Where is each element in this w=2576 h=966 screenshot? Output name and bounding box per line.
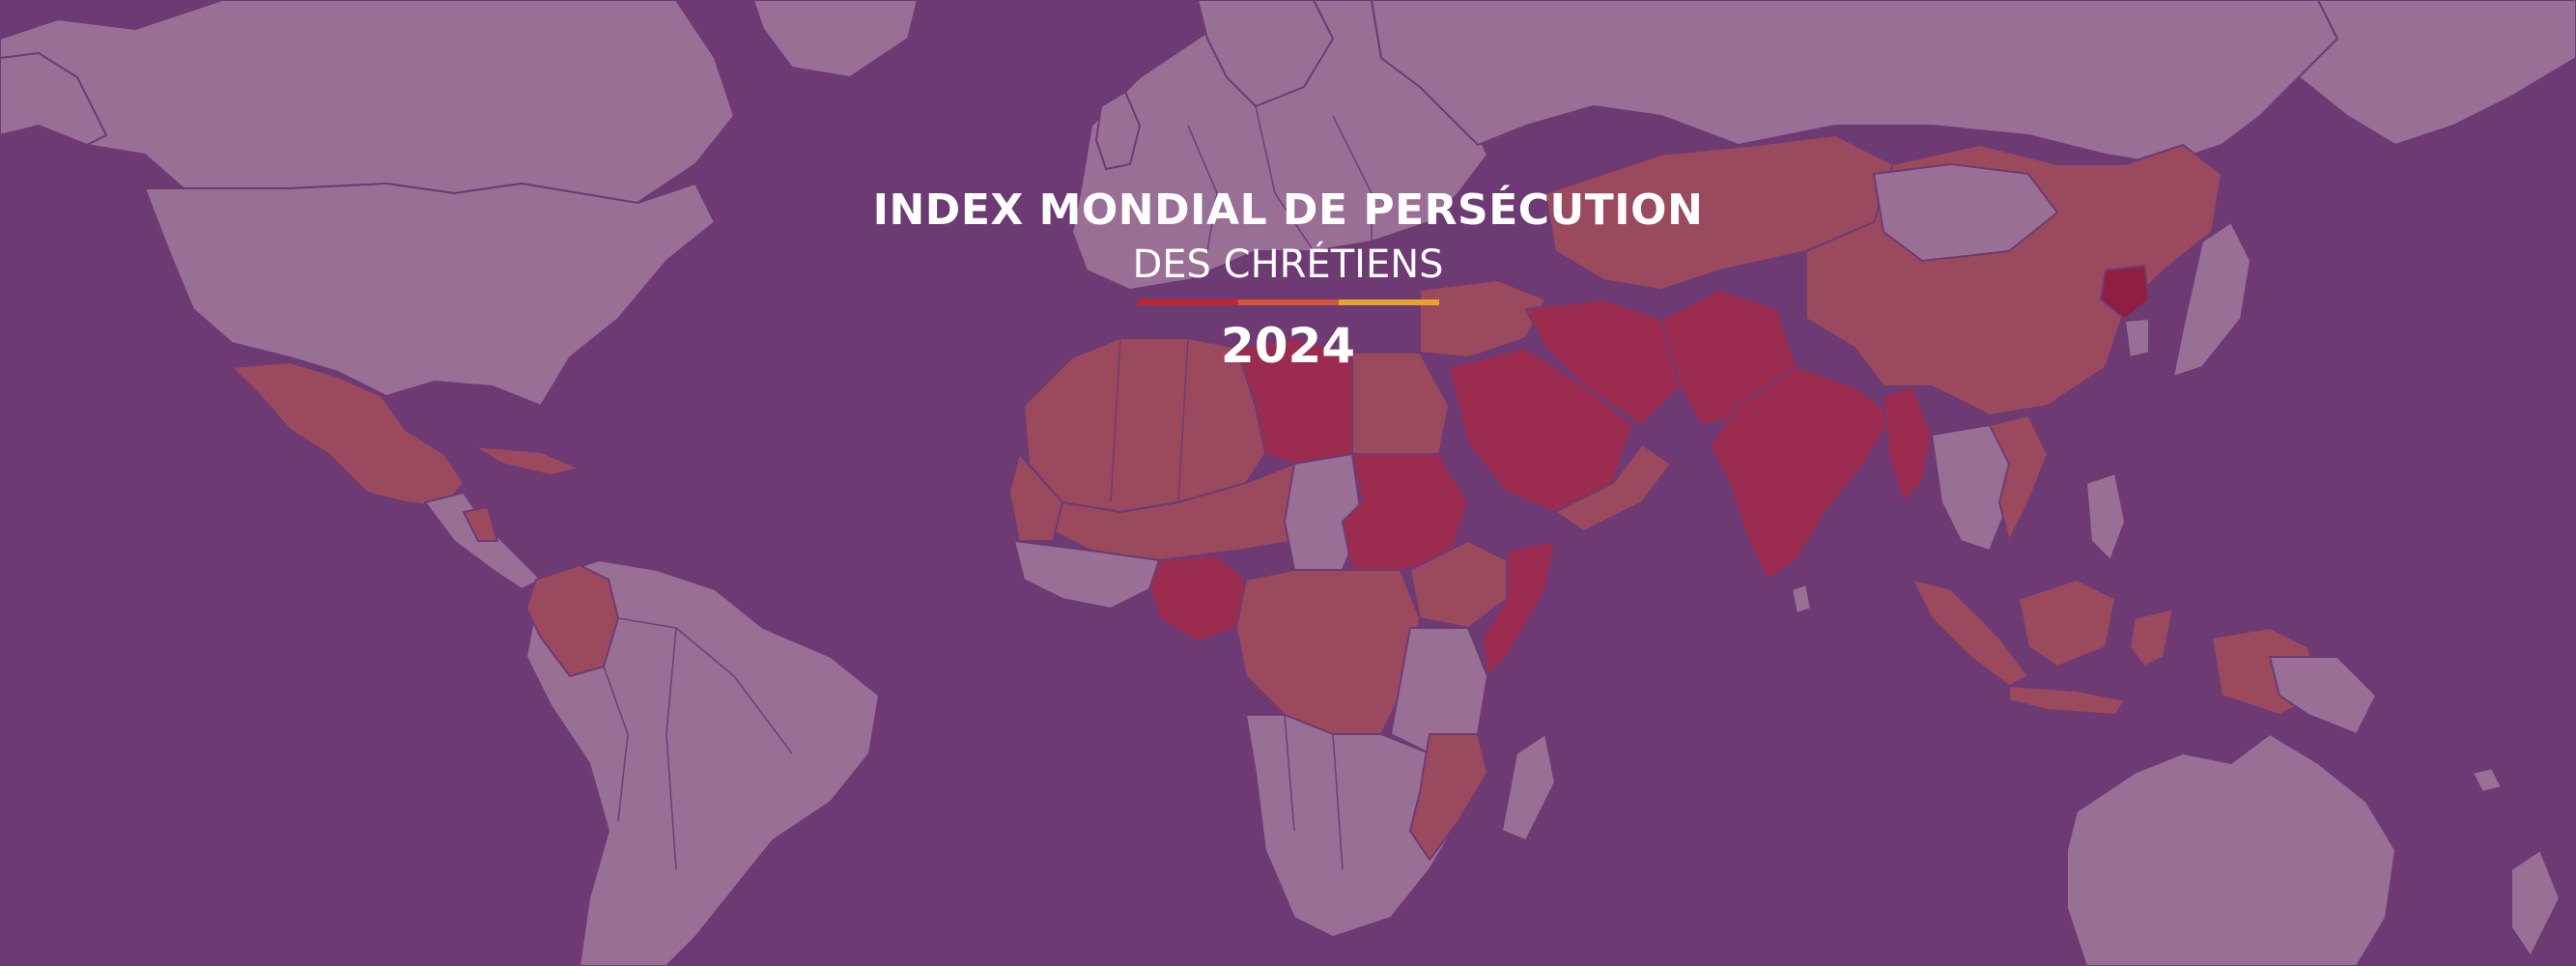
country-nicaragua	[463, 506, 498, 542]
title-year: 2024	[1220, 318, 1356, 374]
country-papua-new-guinea	[2269, 656, 2377, 735]
title-line2: DES CHRÉTIENS	[1132, 242, 1444, 287]
country-greenland	[752, 0, 919, 78]
borders-south-america	[603, 617, 793, 870]
country-turkey-levant	[1419, 279, 1546, 358]
country-borneo	[2018, 579, 2116, 668]
title-block: INDEX MONDIAL DE PERSÉCUTION DES CHRÉTIE…	[0, 184, 2576, 377]
country-indonesia-java	[2008, 685, 2126, 716]
country-japan	[2172, 221, 2251, 378]
country-yemen-oman	[1554, 443, 1672, 532]
country-russia-east	[2298, 0, 2576, 146]
country-sri-lanka	[1791, 583, 1812, 614]
country-cuba	[472, 445, 580, 476]
country-mauritania	[1008, 453, 1063, 542]
country-uk	[1095, 91, 1141, 170]
country-mongolia	[1873, 163, 2058, 262]
country-southern-africa	[1245, 714, 1469, 938]
country-north-korea	[2100, 265, 2150, 320]
country-somalia	[1482, 540, 1556, 677]
country-new-caledonia	[2472, 767, 2503, 793]
country-egypt	[1351, 352, 1450, 455]
country-australia	[2066, 733, 2396, 966]
country-india	[1709, 366, 1894, 581]
color-bar	[1137, 299, 1439, 305]
country-madagascar	[1501, 733, 1556, 841]
color-bar-red	[1137, 299, 1238, 305]
country-west-africa	[1013, 540, 1160, 610]
color-bar-yellow	[1338, 299, 1439, 305]
country-indonesia-sumatra	[1911, 579, 2029, 687]
country-south-america	[525, 559, 880, 966]
region-europe	[1071, 0, 1488, 291]
country-south-korea	[2124, 318, 2150, 358]
country-mozambique	[1409, 733, 1488, 861]
borders-africa	[1110, 337, 1344, 870]
country-scandinavia	[1197, 0, 1334, 107]
country-iran	[1525, 298, 1682, 426]
borders-europe	[1187, 105, 1373, 252]
country-new-zealand	[2510, 849, 2561, 957]
country-philippines	[2085, 472, 2126, 561]
country-alaska	[0, 52, 107, 146]
color-bar-orange	[1237, 299, 1339, 305]
country-vietnam-laos	[1989, 414, 2049, 542]
country-nigeria	[1148, 554, 1247, 643]
title-line1: INDEX MONDIAL DE PERSÉCUTION	[872, 185, 1704, 235]
country-sulawesi	[2129, 608, 2174, 668]
country-usa	[144, 183, 716, 407]
